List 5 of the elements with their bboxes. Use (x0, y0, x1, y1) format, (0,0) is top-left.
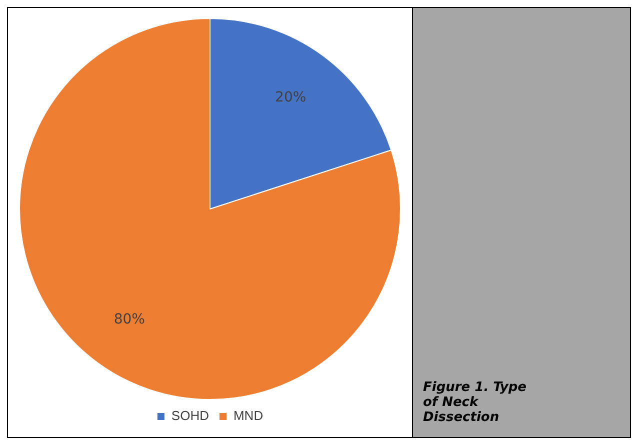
data-label: 80% (114, 312, 145, 328)
data-label: 20% (275, 90, 306, 106)
legend-label: SOHD (171, 408, 209, 424)
legend-label: MND (233, 408, 264, 424)
caption-panel: Figure 1. Type of Neck Dissection (413, 8, 630, 437)
